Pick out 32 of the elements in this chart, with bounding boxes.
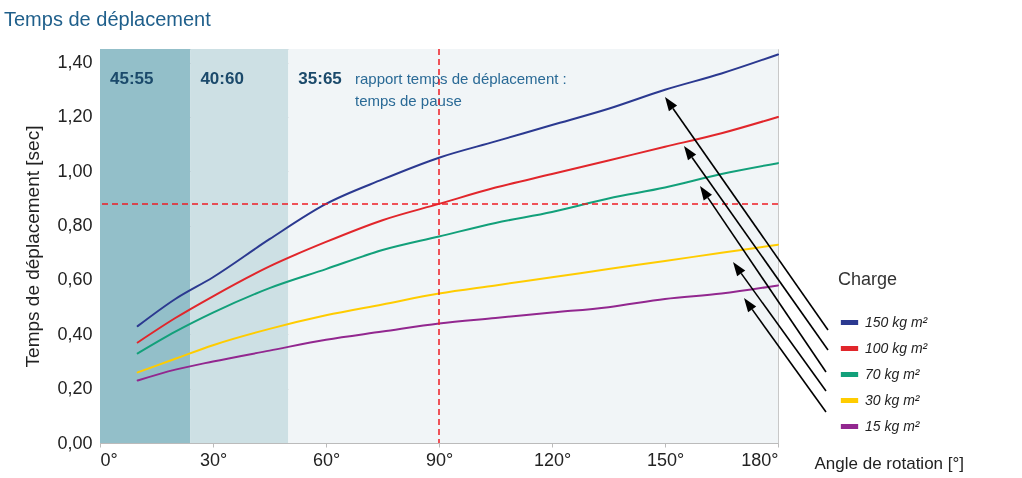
x-tick-label: 180° — [741, 449, 779, 470]
line-series — [136, 115, 779, 344]
x-tick-label: 150° — [646, 449, 685, 470]
y-tick-label: 0,00 — [57, 432, 93, 453]
y-tick-label: 1,20 — [57, 106, 93, 127]
x-tick-label: 30° — [199, 449, 228, 470]
y-tick-label: 0,40 — [57, 323, 93, 344]
y-axis-title: Temps de déplacement [sec] — [22, 125, 44, 368]
band-label: 40:60 — [200, 69, 244, 88]
legend-label: 15 kg m² — [865, 417, 921, 434]
line-series — [136, 162, 779, 355]
y-tick-label: 0,60 — [57, 269, 93, 290]
y-tick-label: 0,20 — [57, 378, 93, 399]
band-label: 35:65 — [298, 69, 342, 88]
x-tick-label: 120° — [533, 449, 572, 470]
y-tick-label: 1,00 — [57, 160, 93, 181]
chart-title: Temps de déplacement — [4, 8, 212, 31]
y-tick-label: 1,40 — [57, 52, 93, 73]
line-series — [136, 284, 779, 382]
x-tick-label: 0° — [100, 449, 118, 470]
band-label: 45:55 — [110, 69, 154, 88]
legend-label: 100 kg m² — [865, 339, 929, 356]
x-axis-title: Angle de rotation [°] — [814, 453, 965, 473]
legend-title: Charge — [838, 269, 898, 289]
x-tick-label: 60° — [312, 449, 341, 470]
legend-label: 150 kg m² — [865, 313, 929, 330]
y-tick-label: 0,80 — [57, 215, 93, 236]
annotation: rapport temps de déplacement : temps de pause — [355, 70, 567, 109]
x-tick-label: 90° — [425, 449, 454, 470]
legend-label: 70 kg m² — [865, 365, 921, 382]
legend-label: 30 kg m² — [865, 391, 921, 408]
line-series — [136, 243, 779, 374]
